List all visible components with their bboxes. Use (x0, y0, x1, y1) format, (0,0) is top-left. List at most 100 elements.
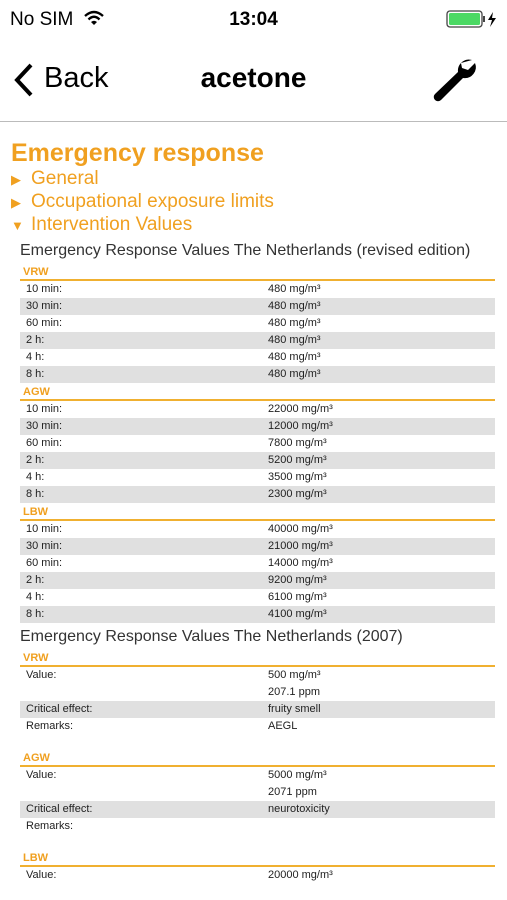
table-row: 30 min: 21000 mg/m³ (20, 538, 495, 555)
row-value: 5200 mg/m³ (268, 452, 327, 469)
table-row: Critical effect: neurotoxicity (20, 801, 495, 818)
value-line: 21000 mg/m³ (268, 540, 333, 552)
row-label: 2 h: (26, 334, 45, 346)
row-label: 8 h: (26, 368, 45, 380)
value-line: 2071 ppm (268, 786, 317, 798)
value-line: 20000 mg/m³ (268, 869, 333, 881)
table-row: 8 h: 480 mg/m³ (20, 366, 495, 383)
row-label: 2 h: (26, 454, 45, 466)
table-title: Emergency Response Values The Netherland… (20, 242, 471, 259)
value-line: 4100 mg/m³ (268, 608, 327, 620)
battery-icon (446, 10, 496, 28)
value-line: 14000 mg/m³ (268, 557, 333, 569)
value-line: fruity smell (268, 703, 321, 715)
row-value: 480 mg/m³ (268, 298, 321, 315)
row-value: 5000 mg/m³ 2071 ppm (268, 767, 327, 801)
value-line: 6100 mg/m³ (268, 591, 327, 603)
row-value: 20000 mg/m³ (268, 867, 333, 884)
disclosure-arrow: ▶ (11, 172, 21, 187)
group-header: LBW (20, 505, 495, 521)
table-row: 2 h: 9200 mg/m³ (20, 572, 495, 589)
table-row: 2 h: 480 mg/m³ (20, 332, 495, 349)
row-value: 22000 mg/m³ (268, 401, 333, 418)
value-line: 5200 mg/m³ (268, 454, 327, 466)
row-value: 40000 mg/m³ (268, 521, 333, 538)
value-line: 2300 mg/m³ (268, 488, 327, 500)
row-value: 480 mg/m³ (268, 315, 321, 332)
content: Emergency response ▶ General ▶ Occupational … (0, 138, 507, 884)
row-value: neurotoxicity (268, 801, 330, 818)
spacer (20, 735, 495, 749)
toggle[interactable]: ▼ Intervention Values (11, 214, 507, 237)
row-value: 6100 mg/m³ (268, 589, 327, 606)
table-row: Remarks: (20, 818, 495, 835)
row-label: 2 h: (26, 574, 45, 586)
spacer (20, 835, 495, 849)
value-line: 480 mg/m³ (268, 283, 321, 295)
row-value: 480 mg/m³ (268, 366, 321, 383)
row-value: 2300 mg/m³ (268, 486, 327, 503)
row-label: 10 min: (26, 283, 63, 295)
row-label: Critical effect: (26, 703, 93, 715)
row-label: 30 min: (26, 420, 63, 432)
value-line: 480 mg/m³ (268, 334, 321, 346)
value-line: 480 mg/m³ (268, 317, 321, 329)
value-line: 207.1 ppm (268, 686, 320, 698)
table-row: 8 h: 2300 mg/m³ (20, 486, 495, 503)
disclosure-arrow: ▼ (11, 218, 24, 233)
row-label: 30 min: (26, 300, 63, 312)
value-line: 500 mg/m³ (268, 669, 321, 681)
group-header: VRW (20, 265, 495, 281)
row-value: 480 mg/m³ (268, 281, 321, 298)
value-line: 7800 mg/m³ (268, 437, 327, 449)
table-row: 4 h: 6100 mg/m³ (20, 589, 495, 606)
toggle-label[interactable]: Intervention Values (31, 214, 193, 235)
clock: 13:04 (229, 9, 278, 30)
toggle-label[interactable]: General (31, 168, 99, 189)
row-label: Critical effect: (26, 803, 93, 815)
row-label: 4 h: (26, 351, 45, 363)
toggle[interactable]: ▶ Occupational exposure limits (11, 191, 507, 214)
table-row: Value: 500 mg/m³ 207.1 ppm (20, 667, 495, 701)
table-title: Emergency Response Values The Netherland… (20, 628, 403, 645)
row-label: 8 h: (26, 488, 45, 500)
value-line: 22000 mg/m³ (268, 403, 333, 415)
row-label: 10 min: (26, 403, 63, 415)
table: VRW Value: 500 mg/m³ 207.1 ppm Critical effe… (20, 651, 495, 884)
table-row: Critical effect: fruity smell (20, 701, 495, 718)
row-value: 14000 mg/m³ (268, 555, 333, 572)
row-label: Remarks: (26, 820, 74, 832)
settings-wrench[interactable] (430, 54, 478, 104)
table-row: 60 min: 480 mg/m³ (20, 315, 495, 332)
row-label: 60 min: (26, 437, 63, 449)
back-chevron[interactable] (13, 62, 35, 98)
row-value: AEGL (268, 718, 297, 735)
row-value: 3500 mg/m³ (268, 469, 327, 486)
table-row: 30 min: 480 mg/m³ (20, 298, 495, 315)
row-value: 480 mg/m³ (268, 332, 321, 349)
row-value: 480 mg/m³ (268, 349, 321, 366)
section-title: Emergency response (11, 139, 264, 167)
toggle-label[interactable]: Occupational exposure limits (31, 191, 274, 212)
row-label: Remarks: (26, 720, 74, 732)
value-line: 480 mg/m³ (268, 351, 321, 363)
group-header: AGW (20, 385, 495, 401)
table-row: 2 h: 5200 mg/m³ (20, 452, 495, 469)
row-value: 9200 mg/m³ (268, 572, 327, 589)
row-label: 30 min: (26, 540, 63, 552)
table: VRW 10 min: 480 mg/m³ 30 min: 480 mg/m³ 60 mi… (20, 265, 495, 623)
table-row: Value: 5000 mg/m³ 2071 ppm (20, 767, 495, 801)
value-line: AEGL (268, 720, 298, 732)
row-value: 21000 mg/m³ (268, 538, 333, 555)
disclosure-arrow: ▶ (11, 195, 21, 210)
value-line: neurotoxicity (268, 803, 330, 815)
table-row: 10 min: 22000 mg/m³ (20, 401, 495, 418)
back-button[interactable]: Back (44, 62, 109, 94)
row-label: 4 h: (26, 471, 45, 483)
row-label: 60 min: (26, 317, 63, 329)
row-label: 10 min: (26, 523, 63, 535)
row-label: 4 h: (26, 591, 45, 603)
toggle[interactable]: ▶ General (11, 168, 507, 191)
value-line: 480 mg/m³ (268, 368, 321, 380)
value-line: 480 mg/m³ (268, 300, 321, 312)
